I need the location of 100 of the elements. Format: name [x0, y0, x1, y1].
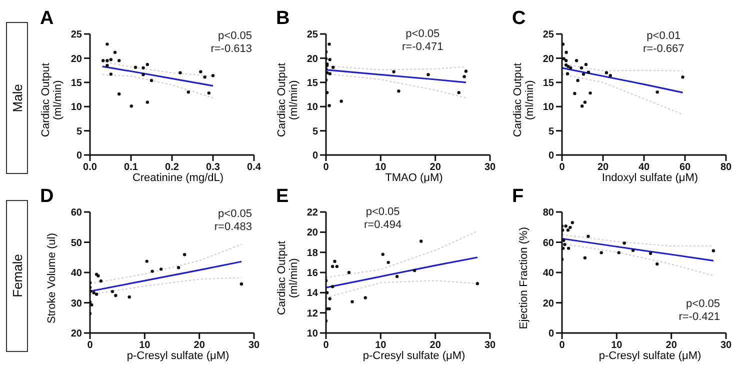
point — [395, 274, 399, 278]
y-axis-title: Ejection Fraction (%) — [518, 226, 530, 330]
y-tick-label: 60 — [70, 208, 82, 219]
annotation: p<0.05 — [404, 28, 441, 41]
point — [566, 64, 570, 68]
point — [564, 224, 568, 228]
x-tick-label: 0.0 — [83, 162, 98, 174]
chart-title: E — [276, 186, 289, 208]
text: Female — [10, 254, 24, 298]
point — [199, 70, 202, 74]
x-tick-label: 10 — [139, 340, 151, 352]
point — [109, 58, 113, 62]
x-tick-label: 20 — [430, 162, 442, 174]
x-tick-label: 0.4 — [247, 162, 262, 174]
y-tick-label: 16 — [306, 268, 318, 280]
point — [412, 268, 416, 272]
point — [145, 260, 148, 263]
point — [328, 72, 332, 76]
y-tick-label: 5 — [548, 126, 554, 138]
point — [176, 266, 180, 270]
x-tick-label: 20 — [430, 340, 442, 352]
annotation: p<0.05 — [685, 298, 720, 311]
point — [563, 242, 566, 246]
point — [186, 90, 190, 94]
y-tick-label: 15 — [306, 78, 318, 89]
point — [564, 59, 568, 62]
point — [347, 270, 351, 274]
y-tick-label: 20 — [70, 328, 82, 340]
point — [182, 253, 186, 256]
point — [656, 262, 659, 266]
point — [106, 42, 109, 46]
y-tick-label: 40 — [70, 268, 82, 280]
y-tick-label: 60 — [542, 238, 554, 249]
y-tick-label: 10 — [70, 102, 82, 114]
x-axis-title: p-Cresyl sulfate (μM) — [126, 350, 230, 362]
line-series — [90, 244, 242, 284]
line-series — [102, 74, 214, 98]
y-tick-label: 15 — [542, 78, 554, 89]
annotation: p<0.05 — [217, 30, 252, 43]
annotation: r=0.483 — [214, 221, 252, 234]
point — [159, 268, 163, 271]
point — [150, 270, 154, 273]
x-tick-label: 0 — [87, 340, 94, 352]
line-series — [326, 230, 478, 278]
y-axis-title: Stroke Volume (ul) — [46, 232, 58, 324]
x-tick-label: 0.3 — [206, 162, 220, 174]
point — [335, 264, 339, 268]
point — [397, 90, 400, 93]
y-tick-label: 15 — [70, 78, 82, 89]
text: Male — [10, 84, 24, 112]
point — [240, 282, 244, 286]
point — [118, 92, 121, 96]
point — [588, 91, 592, 95]
point — [134, 66, 138, 69]
point — [178, 71, 182, 74]
x-axis-title: TMAO (μM) — [384, 172, 444, 184]
y-tick-label: 12 — [306, 308, 318, 320]
x-tick-label: 20 — [194, 340, 206, 352]
point — [573, 92, 576, 96]
point — [576, 78, 580, 82]
point — [203, 75, 206, 79]
y-tick-label: 20 — [306, 54, 318, 65]
point — [326, 90, 329, 94]
y-tick-label: 25 — [306, 30, 318, 41]
annotation: r=-0.667 — [643, 43, 684, 56]
point — [648, 252, 652, 256]
chart-title: D — [40, 186, 54, 208]
x-axis-title: p-Cresyl sulfate (μM) — [362, 350, 466, 362]
point — [128, 295, 131, 299]
line-series — [562, 243, 714, 276]
x-tick-label: 60 — [679, 162, 691, 174]
point — [118, 59, 121, 62]
point — [476, 282, 480, 286]
y-tick-label: 10 — [306, 102, 318, 114]
x-tick-label: 30 — [484, 162, 496, 174]
point — [330, 264, 334, 268]
line-series — [562, 67, 684, 94]
point — [564, 50, 568, 54]
y-tick-label: 20 — [542, 298, 554, 310]
point — [562, 57, 566, 60]
point — [386, 260, 390, 264]
chart-title: F — [512, 186, 524, 208]
y-tick-label: 20 — [542, 54, 554, 65]
y-axis-title: Cardiac Output (ml/min) — [40, 63, 64, 137]
point — [568, 226, 572, 230]
point — [106, 64, 109, 68]
point — [570, 220, 574, 224]
point — [562, 238, 566, 242]
point — [328, 297, 332, 300]
annotation: r=-0.613 — [210, 43, 252, 56]
point — [333, 260, 336, 264]
annotation: p<0.05 — [364, 206, 401, 219]
y-tick-label: 25 — [542, 30, 554, 41]
x-tick-label: 30 — [248, 340, 260, 352]
y-tick-label: 10 — [306, 328, 318, 340]
annotation: r=0.494 — [364, 219, 402, 232]
point — [328, 58, 332, 62]
x-tick-label: 10 — [375, 340, 387, 352]
point — [712, 249, 716, 252]
y-tick-label: 40 — [542, 268, 554, 280]
